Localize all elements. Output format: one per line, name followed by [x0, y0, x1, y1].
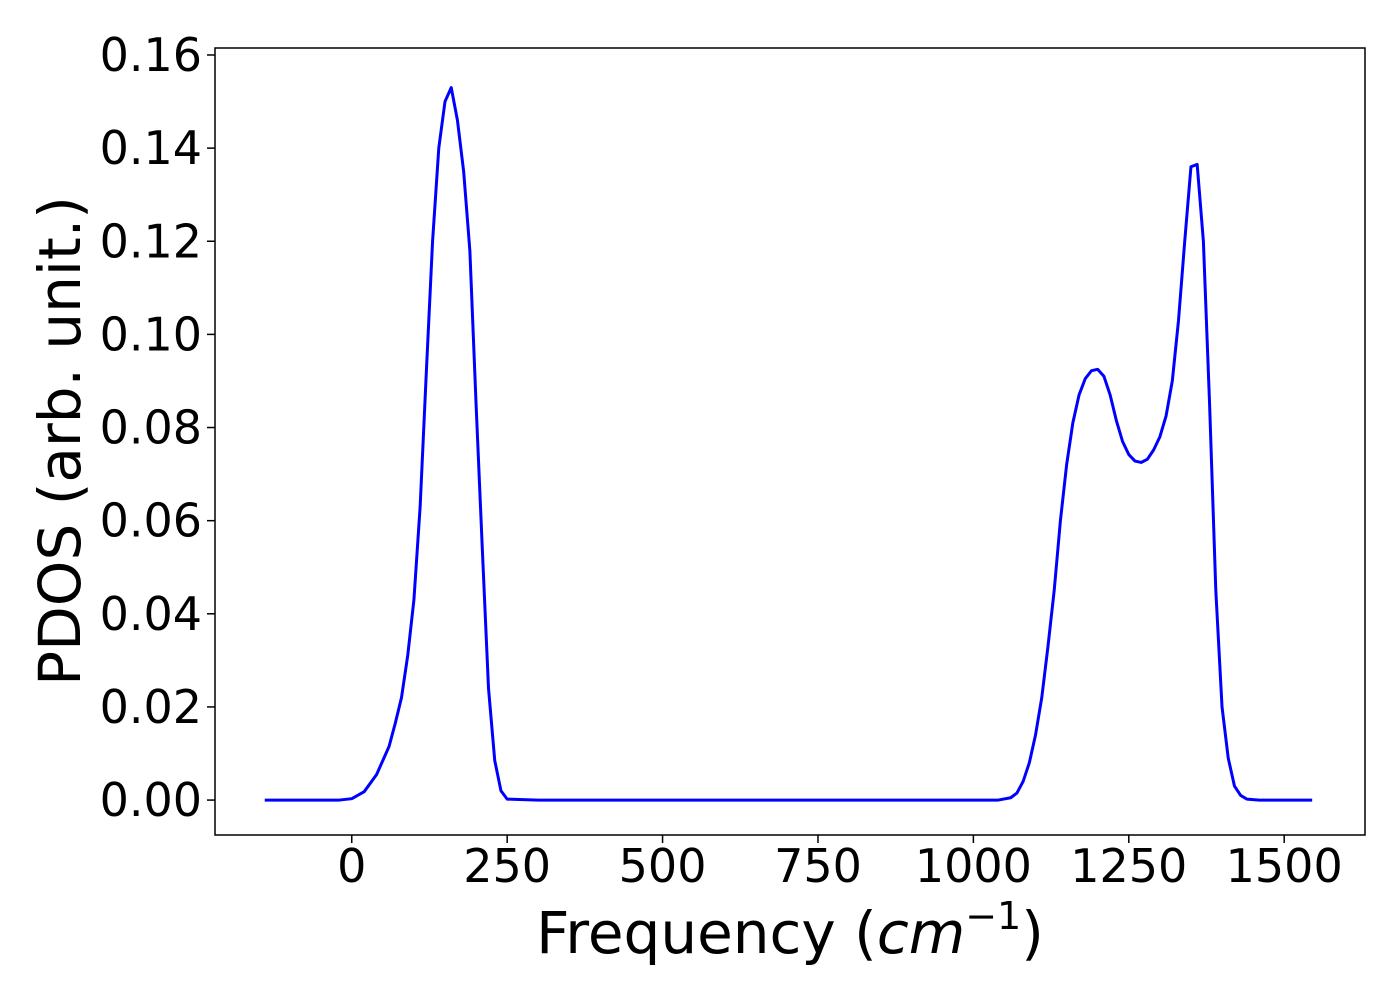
x-tick-label: 0 — [337, 839, 366, 893]
plot-frame — [214, 47, 1366, 836]
x-axis-label-unit: cm — [877, 899, 965, 967]
y-tick-label: 0.08 — [100, 401, 202, 455]
y-tick-label: 0.10 — [100, 307, 202, 361]
x-axis-label-text: Frequency ( — [536, 899, 877, 967]
y-tick-label: 0.12 — [100, 214, 202, 268]
x-tick-label: 1500 — [1226, 839, 1343, 893]
x-tick-label: 750 — [774, 839, 862, 893]
x-axis-label-close: ) — [1021, 899, 1044, 967]
y-tick-label: 0.04 — [100, 587, 202, 641]
x-axis-label-exponent: −1 — [965, 894, 1021, 938]
y-tick-label: 0.06 — [100, 494, 202, 548]
x-tick-label: 1000 — [915, 839, 1032, 893]
y-tick-label: 0.00 — [100, 773, 202, 827]
y-tick-label: 0.02 — [100, 680, 202, 734]
x-axis-label: Frequency (cm−1) — [536, 894, 1044, 967]
series-layer — [264, 86, 1313, 802]
y-tick-label: 0.14 — [100, 121, 202, 175]
x-tick-label: 500 — [619, 839, 707, 893]
x-tick-label: 250 — [463, 839, 551, 893]
ticks-layer: 0 250 500 750 1000 1250 1500 0.00 0.02 0.04 0.06 0.… — [100, 28, 1343, 893]
y-tick-label: 0.16 — [100, 28, 202, 82]
y-axis-label: PDOS (arb. unit.) — [26, 196, 94, 686]
series-line-0 — [264, 86, 1313, 802]
x-tick-label: 1250 — [1070, 839, 1187, 893]
